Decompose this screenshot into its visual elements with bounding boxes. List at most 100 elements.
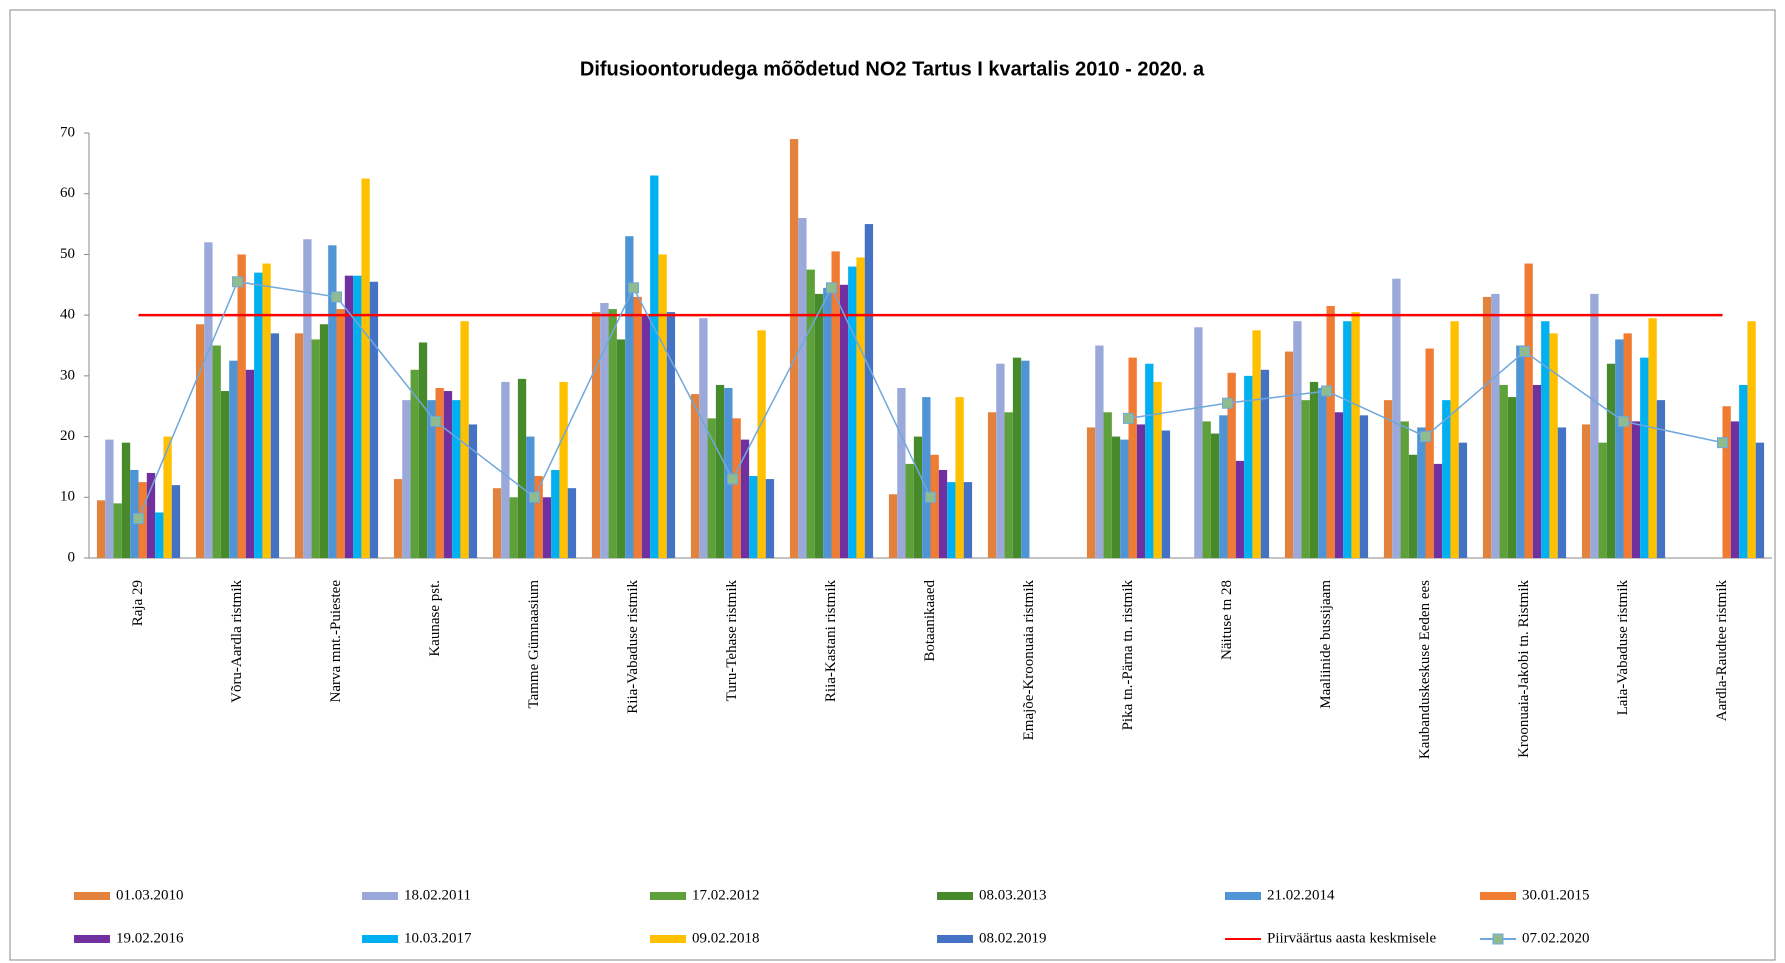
- bar: [1284, 351, 1294, 558]
- bar: [195, 324, 205, 558]
- bar: [1095, 345, 1104, 558]
- bar: [410, 369, 419, 558]
- bar: [517, 378, 527, 558]
- bar: [1392, 278, 1401, 558]
- bar: [1408, 454, 1418, 558]
- legend-label: Piirväärtus aasta keskmisele: [1267, 930, 1436, 946]
- bar: [1111, 436, 1121, 558]
- line-marker: [133, 513, 144, 525]
- bar: [1153, 381, 1162, 558]
- bar: [888, 494, 898, 558]
- x-tick-label: Botaanikaaed: [922, 580, 938, 662]
- legend-label: 17.02.2012: [692, 887, 760, 903]
- bar: [121, 442, 131, 558]
- chart-title: Difusioontorudega mõõdetud NO2 Tartus I …: [580, 58, 1205, 80]
- bar: [591, 312, 601, 558]
- bar: [600, 303, 609, 558]
- bar: [913, 436, 923, 558]
- bar: [641, 315, 651, 558]
- bar: [1648, 318, 1657, 558]
- bar: [856, 257, 865, 558]
- bar: [204, 242, 213, 559]
- x-tick-label: Kaubanduskeskuse Eeden ees: [1417, 580, 1433, 759]
- bar: [393, 479, 403, 558]
- bar: [254, 272, 263, 558]
- bar: [996, 363, 1005, 558]
- line-marker: [232, 276, 243, 288]
- bar: [930, 454, 939, 558]
- y-tick-label: 30: [60, 367, 75, 383]
- x-tick-label: Tamme Gümnaasium: [526, 580, 542, 709]
- bar: [650, 175, 659, 558]
- line-marker: [1717, 437, 1728, 449]
- bar: [666, 312, 676, 558]
- bar: [402, 400, 411, 558]
- bar: [270, 333, 280, 558]
- bar: [1739, 384, 1748, 558]
- bar: [319, 324, 329, 558]
- line-marker: [826, 282, 837, 294]
- bar: [864, 224, 874, 559]
- legend-swatch: [650, 892, 686, 900]
- legend-label: 07.02.2020: [1522, 930, 1590, 946]
- bar: [608, 309, 617, 558]
- bar: [947, 482, 956, 558]
- bar: [905, 463, 914, 558]
- bar: [1747, 321, 1756, 558]
- bar: [237, 254, 246, 558]
- bar: [1491, 293, 1500, 558]
- bar: [443, 391, 453, 558]
- bar: [1021, 360, 1030, 558]
- bar: [1194, 327, 1203, 558]
- bar: [468, 424, 478, 558]
- bar: [1425, 348, 1434, 558]
- bar: [509, 497, 518, 558]
- bar: [460, 321, 469, 558]
- bar: [740, 439, 750, 558]
- x-tick-label: Pika tn.-Pärna tn. ristmik: [1120, 580, 1136, 731]
- legend-label: 21.02.2014: [1267, 887, 1335, 903]
- bar: [542, 497, 552, 558]
- bar: [1004, 412, 1013, 558]
- bar: [831, 251, 840, 558]
- x-tick-label: Riia-Kastani ristmik: [823, 580, 839, 703]
- bar: [1252, 330, 1261, 558]
- y-tick-label: 60: [60, 185, 75, 201]
- legend-label: 08.02.2019: [979, 930, 1047, 946]
- bar: [1318, 388, 1327, 558]
- bar: [1532, 384, 1542, 558]
- y-tick-label: 50: [60, 246, 75, 262]
- bar: [987, 412, 997, 558]
- bar: [1442, 400, 1451, 558]
- bar: [749, 476, 758, 558]
- x-tick-label: Maaliinide bussijaam: [1318, 580, 1334, 709]
- legend-label: 08.03.2013: [979, 887, 1047, 903]
- x-tick-label: Laia-Vabaduse ristmik: [1615, 580, 1631, 716]
- bar: [1301, 400, 1310, 558]
- bar: [1631, 421, 1641, 558]
- bar: [1499, 384, 1508, 558]
- x-tick-label: Võru-Aardla ristmik: [229, 580, 245, 703]
- bar: [1359, 415, 1369, 558]
- bar: [146, 473, 156, 558]
- bar: [1103, 412, 1112, 558]
- bar: [1210, 433, 1220, 558]
- bar: [311, 339, 320, 558]
- bar: [732, 418, 741, 558]
- bar: [105, 439, 114, 558]
- x-tick-label: Aardla-Raudtee ristmik: [1714, 580, 1730, 722]
- bar: [96, 500, 106, 558]
- bar: [1219, 415, 1228, 558]
- bar: [633, 296, 642, 558]
- legend-label: 09.02.2018: [692, 930, 760, 946]
- legend-label: 18.02.2011: [404, 887, 471, 903]
- bar: [1557, 427, 1567, 558]
- bar: [1598, 442, 1607, 558]
- x-tick-label: Turu-Tehase ristmik: [724, 580, 740, 702]
- line-marker: [529, 491, 540, 503]
- bar: [492, 488, 502, 558]
- bar: [229, 360, 238, 558]
- bar: [1260, 369, 1270, 558]
- y-tick-label: 40: [60, 307, 75, 323]
- bar: [427, 400, 436, 558]
